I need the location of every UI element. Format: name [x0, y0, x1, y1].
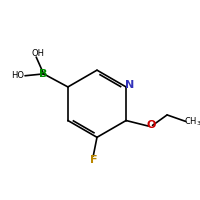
- Text: CH$_3$: CH$_3$: [184, 116, 200, 128]
- Text: F: F: [90, 155, 97, 165]
- Text: N: N: [125, 80, 134, 90]
- Text: B: B: [39, 69, 48, 79]
- Text: OH: OH: [32, 49, 45, 58]
- Text: HO: HO: [11, 71, 24, 80]
- Text: O: O: [147, 120, 156, 130]
